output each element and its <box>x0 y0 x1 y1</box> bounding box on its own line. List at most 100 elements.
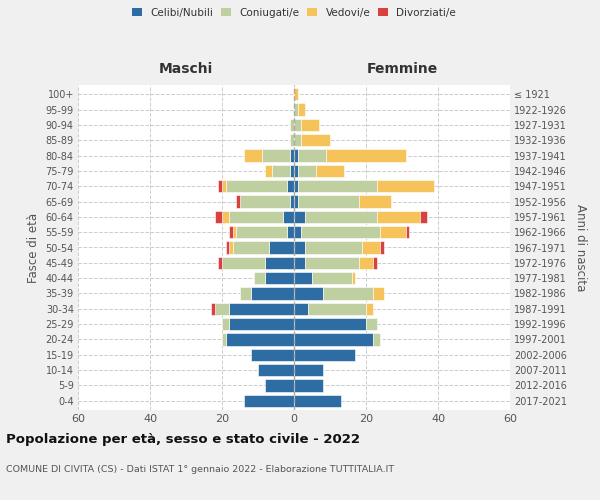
Bar <box>294 104 298 116</box>
Bar <box>366 302 373 315</box>
Bar <box>265 256 294 269</box>
Bar <box>294 196 298 207</box>
Bar <box>294 180 298 192</box>
Bar <box>233 242 269 254</box>
Bar <box>298 150 326 162</box>
Bar <box>226 242 229 254</box>
Bar <box>218 180 222 192</box>
Bar <box>265 272 294 284</box>
Bar <box>294 348 355 361</box>
Bar <box>373 256 377 269</box>
Bar <box>283 210 294 223</box>
Bar <box>244 150 262 162</box>
Bar <box>290 118 294 131</box>
Text: Popolazione per età, sesso e stato civile - 2022: Popolazione per età, sesso e stato civil… <box>6 432 360 446</box>
Text: COMUNE DI CIVITA (CS) - Dati ISTAT 1° gennaio 2022 - Elaborazione TUTTITALIA.IT: COMUNE DI CIVITA (CS) - Dati ISTAT 1° ge… <box>6 466 394 474</box>
Bar <box>294 88 298 101</box>
Bar <box>265 380 294 392</box>
Bar <box>294 288 323 300</box>
Bar <box>301 118 319 131</box>
Bar <box>294 164 298 177</box>
Bar <box>294 302 308 315</box>
Bar <box>229 302 294 315</box>
Bar <box>254 272 265 284</box>
Bar <box>222 180 226 192</box>
Y-axis label: Anni di nascita: Anni di nascita <box>574 204 587 291</box>
Bar <box>222 256 265 269</box>
Bar <box>294 334 373 345</box>
Bar <box>294 118 301 131</box>
Bar <box>218 256 222 269</box>
Bar <box>380 242 384 254</box>
Bar <box>294 150 298 162</box>
Bar <box>211 302 215 315</box>
Bar <box>229 226 233 238</box>
Bar <box>251 348 294 361</box>
Bar <box>305 210 377 223</box>
Bar <box>287 226 294 238</box>
Bar <box>294 394 341 407</box>
Bar <box>406 226 409 238</box>
Bar <box>305 242 362 254</box>
Y-axis label: Fasce di età: Fasce di età <box>27 212 40 282</box>
Bar <box>294 380 323 392</box>
Bar <box>240 288 251 300</box>
Text: Femmine: Femmine <box>367 62 437 76</box>
Bar <box>236 226 287 238</box>
Bar <box>294 134 301 146</box>
Bar <box>316 164 344 177</box>
Bar <box>229 210 283 223</box>
Bar <box>373 334 380 345</box>
Bar <box>294 364 323 376</box>
Bar <box>305 256 359 269</box>
Bar <box>233 226 236 238</box>
Bar <box>222 334 226 345</box>
Bar <box>298 104 305 116</box>
Bar <box>294 318 366 330</box>
Bar <box>323 288 373 300</box>
Bar <box>298 164 316 177</box>
Bar <box>362 242 380 254</box>
Bar <box>326 150 406 162</box>
Bar <box>226 180 287 192</box>
Bar <box>236 196 240 207</box>
Bar <box>290 196 294 207</box>
Bar <box>287 180 294 192</box>
Bar <box>244 394 294 407</box>
Text: Maschi: Maschi <box>159 62 213 76</box>
Bar <box>377 210 420 223</box>
Bar <box>377 180 434 192</box>
Bar <box>359 196 391 207</box>
Bar <box>222 318 229 330</box>
Bar <box>240 196 290 207</box>
Bar <box>308 302 366 315</box>
Bar <box>301 134 330 146</box>
Bar <box>269 242 294 254</box>
Bar <box>420 210 427 223</box>
Bar <box>222 210 229 223</box>
Bar <box>298 196 359 207</box>
Bar <box>290 164 294 177</box>
Bar <box>229 242 233 254</box>
Bar <box>301 226 380 238</box>
Bar <box>359 256 373 269</box>
Bar <box>380 226 406 238</box>
Bar <box>352 272 355 284</box>
Bar <box>294 272 312 284</box>
Bar <box>298 180 377 192</box>
Bar <box>272 164 290 177</box>
Bar <box>251 288 294 300</box>
Bar <box>258 364 294 376</box>
Bar <box>262 150 290 162</box>
Bar <box>294 242 305 254</box>
Bar <box>294 226 301 238</box>
Bar <box>265 164 272 177</box>
Bar <box>215 302 229 315</box>
Bar <box>290 150 294 162</box>
Bar <box>229 318 294 330</box>
Legend: Celibi/Nubili, Coniugati/e, Vedovi/e, Divorziati/e: Celibi/Nubili, Coniugati/e, Vedovi/e, Di… <box>132 8 456 18</box>
Bar <box>366 318 377 330</box>
Bar <box>290 134 294 146</box>
Bar <box>373 288 384 300</box>
Bar <box>215 210 222 223</box>
